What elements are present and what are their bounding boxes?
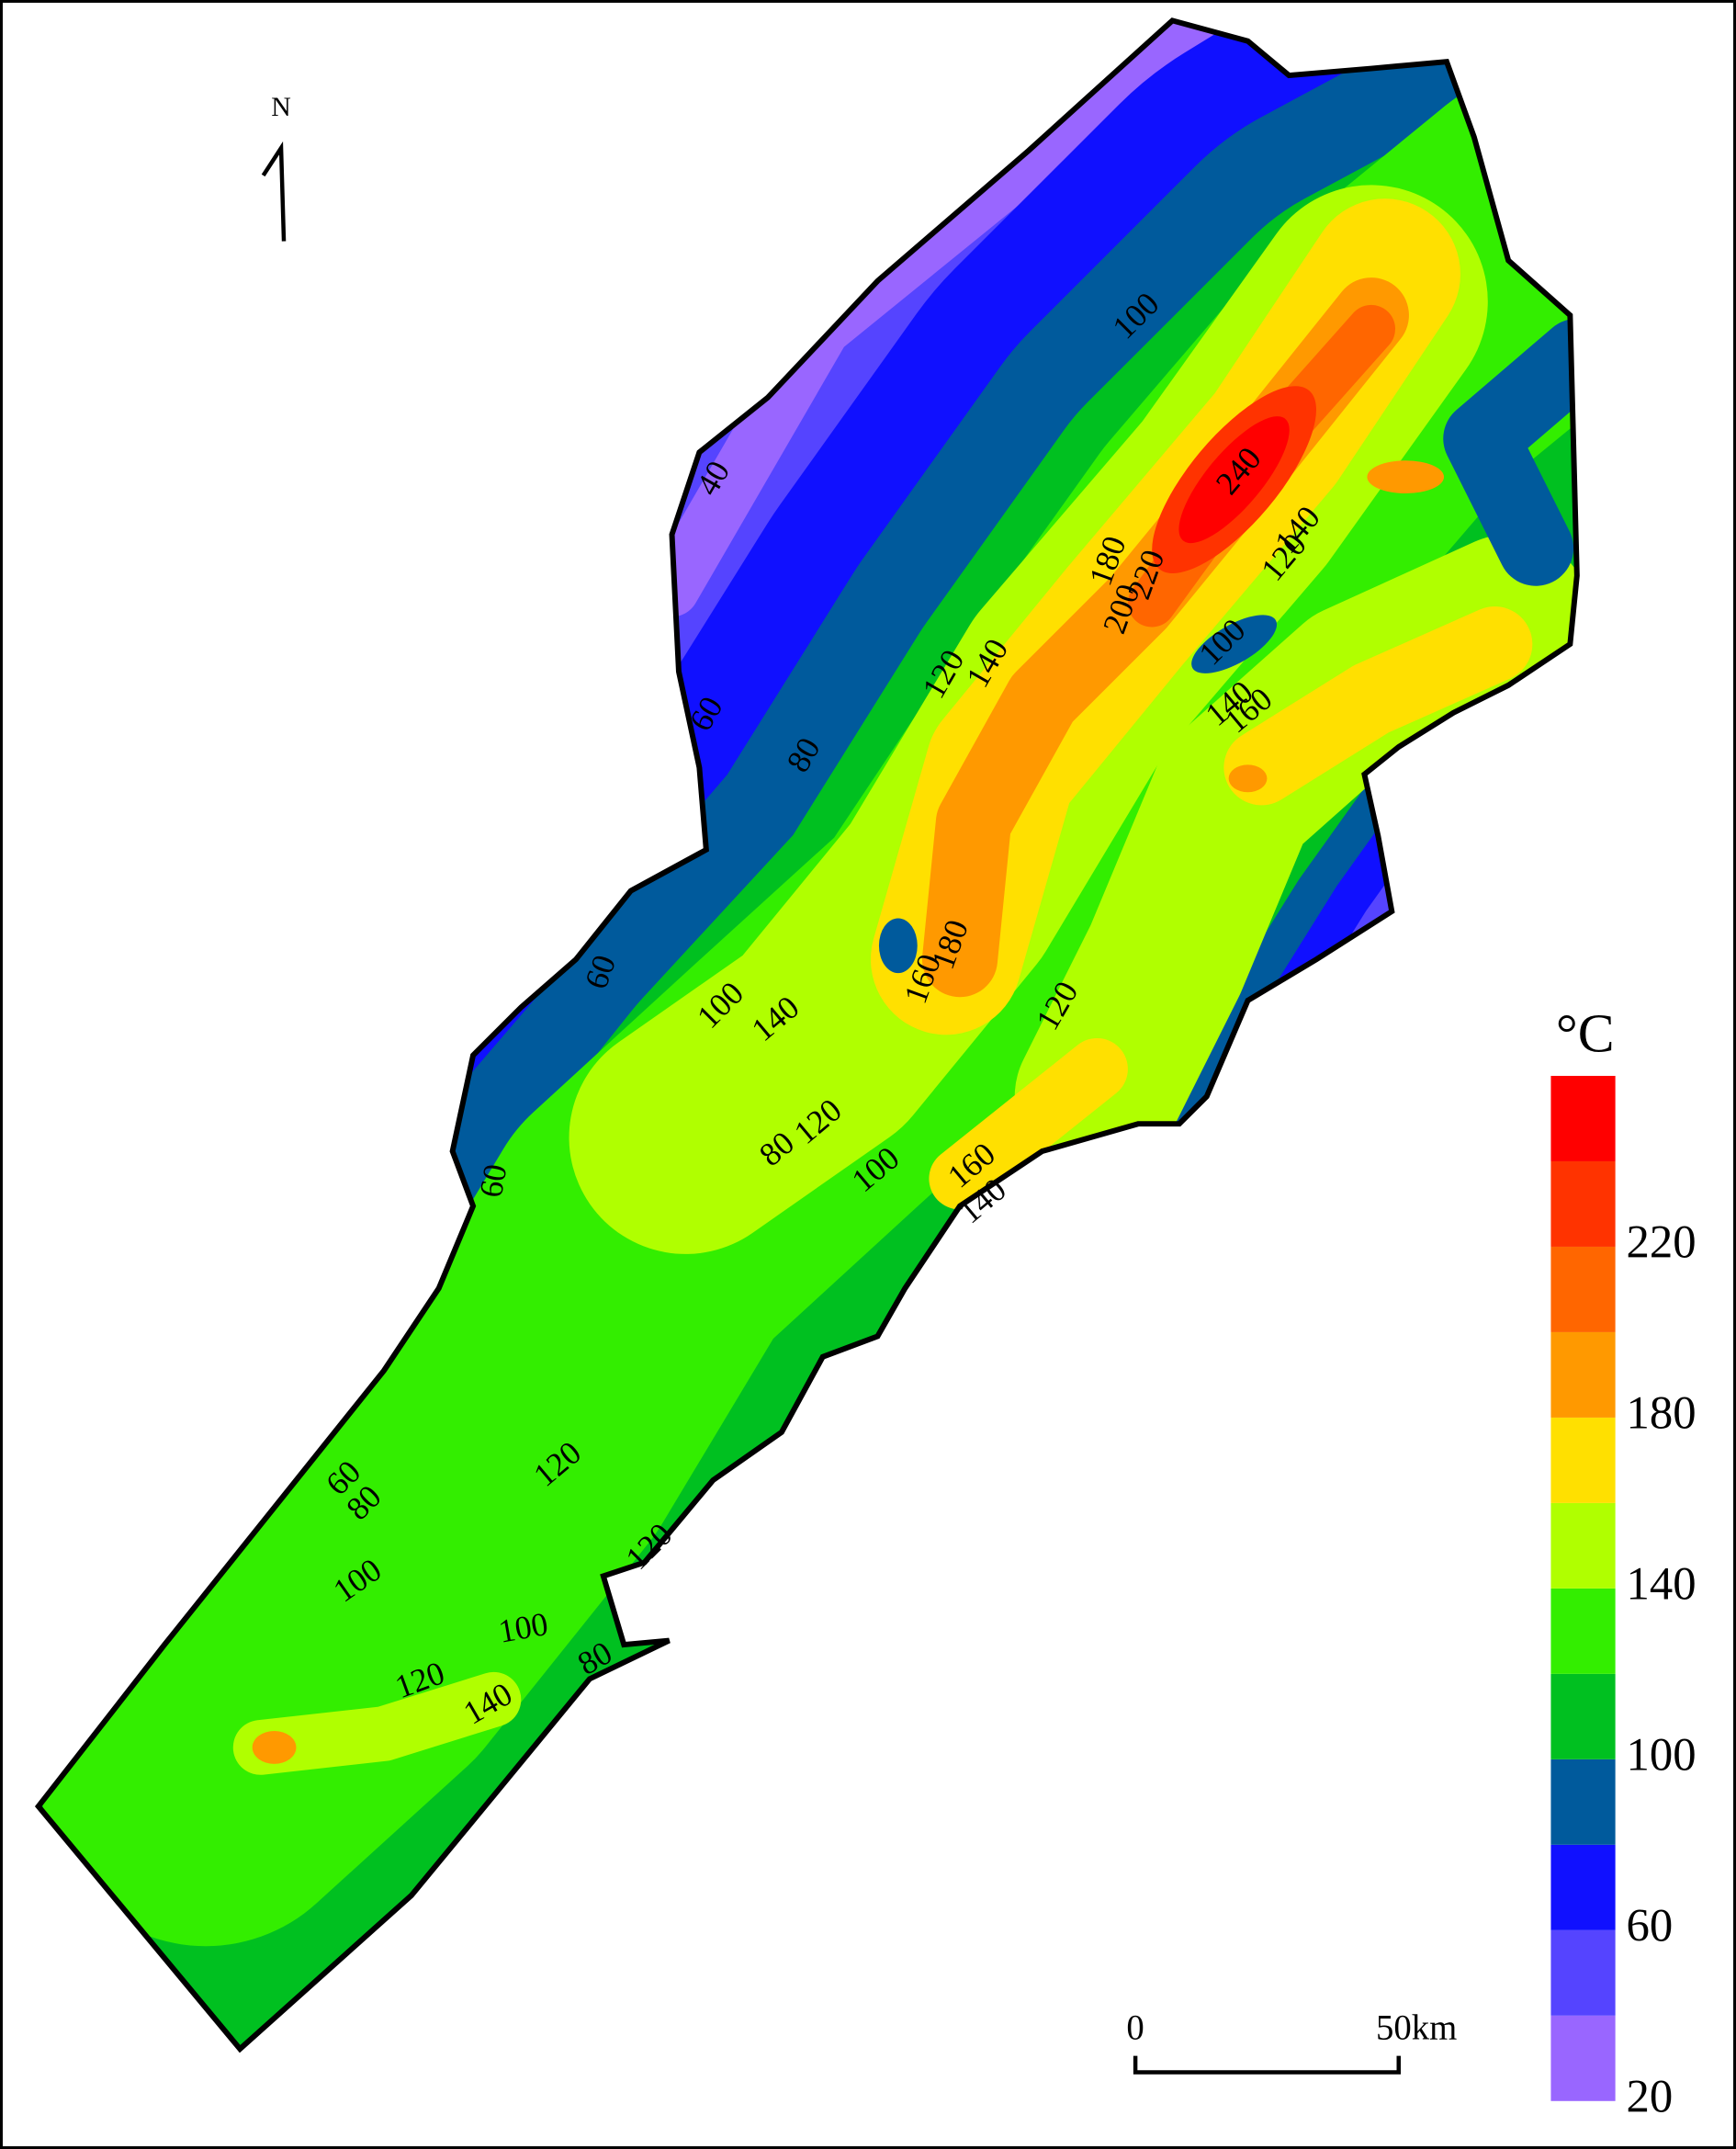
contour-label: 60	[472, 1161, 514, 1200]
legend-swatch	[1550, 2015, 1616, 2101]
band	[878, 918, 918, 974]
legend-swatch	[1550, 1929, 1616, 2016]
north-arrow	[261, 141, 287, 242]
legend-swatch	[1550, 1673, 1616, 1759]
band	[1228, 764, 1268, 793]
legend-swatch	[1550, 1160, 1616, 1247]
band	[232, 1671, 522, 1775]
legend-swatch	[1550, 1502, 1616, 1589]
scale-bar	[1133, 2055, 1401, 2075]
contour-label: 100	[496, 1605, 551, 1650]
band	[1223, 606, 1533, 806]
legend: °C 20 60 100 140 180 220	[1550, 1002, 1697, 2121]
legend-swatch	[1550, 1246, 1616, 1332]
band	[1178, 416, 1290, 544]
band	[1191, 615, 1278, 673]
band	[929, 1037, 1128, 1210]
legend-swatch	[1550, 1588, 1616, 1674]
band	[252, 1731, 297, 1764]
scale-start: 0	[1126, 2008, 1144, 2048]
band	[1367, 460, 1445, 494]
legend-swatch	[1550, 1759, 1616, 1845]
legend-label: 60	[1627, 1899, 1674, 1951]
legend-swatch	[1550, 1844, 1616, 1930]
legend-label: 20	[1627, 2070, 1674, 2121]
legend-swatch	[1550, 1075, 1616, 1161]
band	[1443, 318, 1577, 586]
legend-label: 140	[1627, 1558, 1697, 1610]
legend-swatch	[1550, 1331, 1616, 1418]
legend-label: 100	[1627, 1729, 1697, 1781]
north-label: N	[271, 92, 291, 122]
legend-unit: °C	[1556, 1002, 1615, 1063]
legend-swatch	[1550, 1417, 1616, 1503]
legend-label: 220	[1627, 1216, 1697, 1268]
scale-end: 50km	[1376, 2008, 1457, 2048]
legend-label: 180	[1627, 1387, 1697, 1439]
band	[644, 20, 1234, 617]
